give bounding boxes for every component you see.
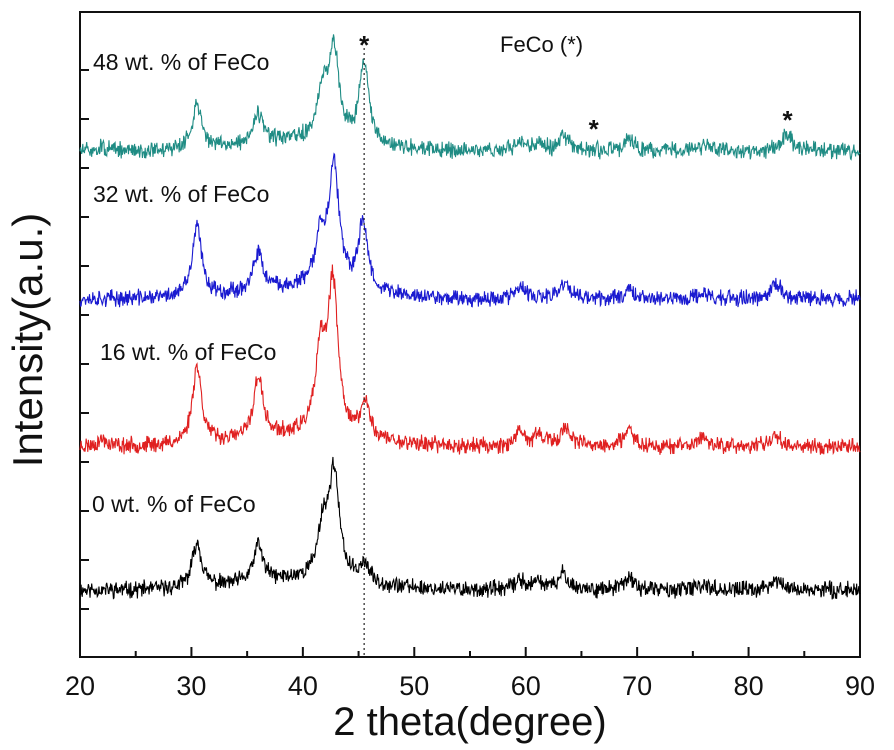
x-tick-label: 70 [622, 671, 652, 701]
x-tick-label: 20 [65, 671, 95, 701]
series-line [79, 456, 861, 600]
plot-frame [79, 11, 861, 658]
x-tick-label: 80 [734, 671, 764, 701]
feco-star-marker: * [359, 30, 370, 60]
series-label: 16 wt. % of FeCo [100, 339, 276, 365]
x-tick-label: 30 [176, 671, 206, 701]
feco-star-marker: * [589, 114, 600, 144]
x-tick-label: 50 [399, 671, 429, 701]
x-axis-title: 2 theta(degree) [333, 700, 607, 744]
series-label-layer: 0 wt. % of FeCo 16 wt. % of FeCo 32 wt. % … [92, 49, 276, 517]
series-line [79, 34, 861, 161]
plot-border [79, 11, 861, 658]
marker-layer: * * * [359, 30, 793, 144]
x-tick-label: 90 [845, 671, 875, 701]
x-tick-label: 40 [288, 671, 318, 701]
series-line [79, 264, 861, 456]
x-tick-layer: 20 30 40 50 60 70 80 90 [65, 647, 875, 701]
legend-note: FeCo (*) [500, 32, 583, 57]
x-tick-label: 60 [511, 671, 541, 701]
series-line [79, 152, 861, 309]
series-label: 0 wt. % of FeCo [92, 491, 256, 517]
series-layer [79, 34, 861, 600]
y-axis-title: Intensity(a.u.) [4, 213, 51, 467]
series-label: 32 wt. % of FeCo [93, 181, 269, 207]
feco-star-marker: * [783, 105, 794, 135]
series-label: 48 wt. % of FeCo [93, 49, 269, 75]
